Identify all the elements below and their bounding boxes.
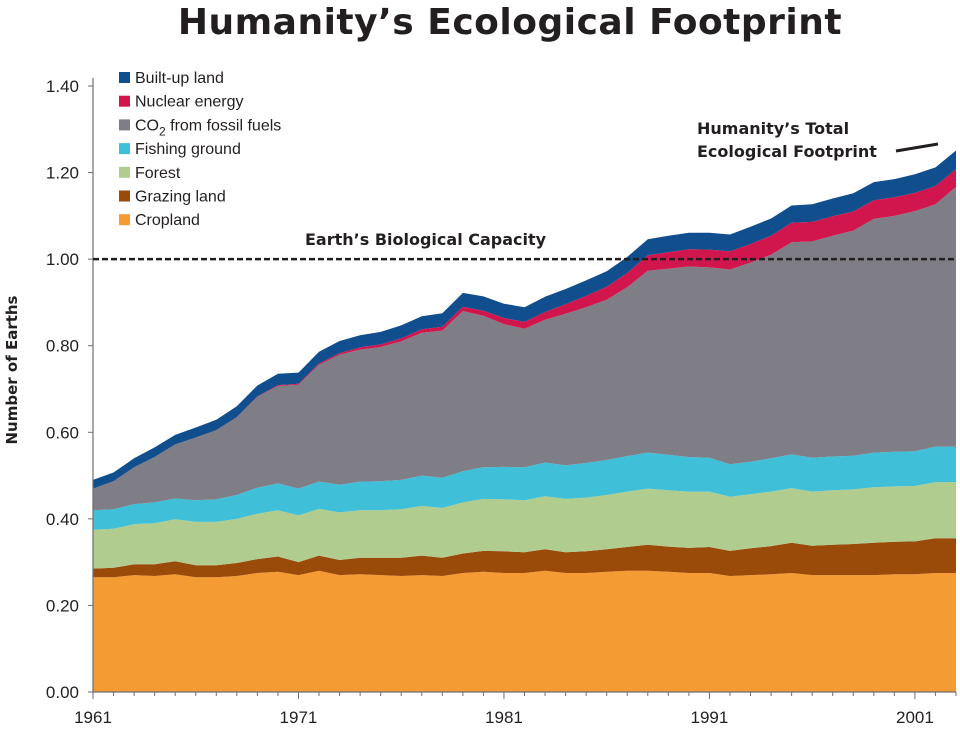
legend-swatch	[119, 143, 130, 155]
legend-label: Fishing ground	[135, 141, 241, 158]
legend-swatch	[119, 214, 130, 226]
total-footprint-label-line1: Humanity’s Total	[697, 119, 849, 138]
y-axis-title: Number of Earths	[3, 295, 21, 444]
x-tick-label: 1971	[280, 708, 318, 727]
legend-swatch	[119, 95, 130, 107]
area-series-2	[93, 482, 956, 569]
y-tick-label: 1.20	[46, 164, 79, 183]
y-tick-labels: 0.00 0.20 0.40 0.60 0.80 1.00 1.20 1.40	[46, 77, 93, 702]
y-tick-label: 1.00	[46, 250, 79, 269]
legend-swatch	[119, 119, 130, 131]
legend: Built-up land Nuclear energy CO2 from foss…	[119, 70, 281, 229]
x-tick-labels: 1961 1971 1981 1991 2001	[74, 692, 957, 727]
x-tick-label: 1981	[485, 708, 523, 727]
legend-swatch	[119, 166, 130, 178]
x-tick-label: 1991	[691, 708, 729, 727]
total-footprint-leader-line	[895, 142, 939, 153]
legend-swatch	[119, 72, 130, 83]
area-series-6	[93, 150, 956, 489]
legend-label: CO2 from fossil fuels	[135, 117, 281, 138]
y-tick-label: 0.00	[46, 683, 79, 702]
legend-label: Nuclear energy	[135, 94, 244, 111]
area-series-4	[93, 186, 956, 511]
y-tick-label: 0.60	[46, 423, 79, 442]
total-footprint-label-line2: Ecological Footprint	[697, 142, 877, 161]
x-tick-label: 2001	[896, 708, 934, 727]
legend-swatch	[119, 190, 130, 202]
y-tick-label: 0.40	[46, 510, 79, 529]
legend-label: Grazing land	[135, 189, 226, 206]
area-series-1	[93, 538, 956, 578]
y-tick-label: 1.40	[46, 77, 79, 96]
area-series-0	[93, 570, 956, 692]
legend-label: Forest	[135, 165, 181, 182]
biological-capacity-label: Earth’s Biological Capacity	[305, 230, 547, 249]
x-tick-label: 1961	[74, 708, 112, 727]
chart-title: Humanity’s Ecological Footprint	[177, 2, 843, 43]
y-tick-label: 0.20	[46, 596, 79, 615]
legend-label: Cropland	[135, 212, 200, 229]
area-series-5	[93, 169, 956, 489]
legend-label: Built-up land	[135, 70, 224, 87]
area-series-3	[93, 446, 956, 530]
stacked-areas	[93, 150, 956, 692]
y-tick-label: 0.80	[46, 337, 79, 356]
